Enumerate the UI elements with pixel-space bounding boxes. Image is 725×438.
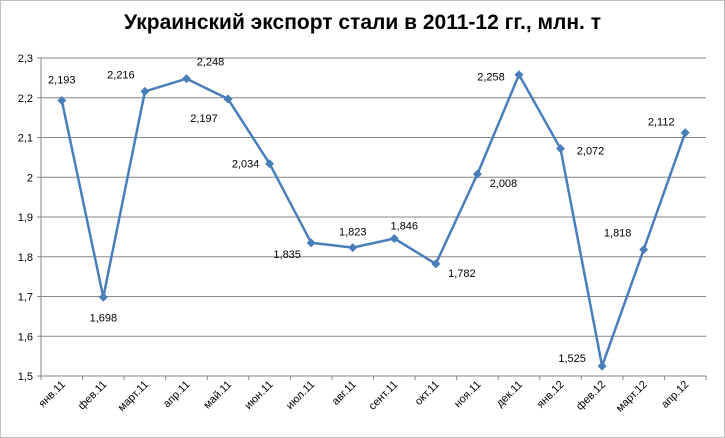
data-label: 2,197 bbox=[190, 113, 218, 125]
data-label: 1,698 bbox=[90, 312, 118, 324]
y-tick-labels: 1,5 1,6 1,7 1,8 1,9 2 2,1 2,2 2,3 bbox=[18, 53, 33, 383]
data-point-marker bbox=[431, 259, 441, 269]
x-tick-label: март.11 bbox=[116, 379, 151, 414]
data-point-marker bbox=[389, 233, 399, 243]
data-label: 2,008 bbox=[490, 178, 518, 190]
data-point-marker bbox=[265, 159, 275, 169]
gridlines bbox=[41, 57, 706, 337]
data-point-marker bbox=[514, 70, 524, 80]
data-label: 2,193 bbox=[48, 75, 76, 87]
data-point-marker bbox=[680, 128, 690, 138]
x-tick-label: ноя.11 bbox=[452, 379, 484, 411]
data-label: 1,818 bbox=[604, 228, 632, 240]
data-label: 2,248 bbox=[197, 57, 225, 69]
data-label: 2,072 bbox=[577, 146, 605, 158]
y-tick-label: 2,3 bbox=[18, 53, 33, 65]
x-tick-label: фев.11 bbox=[76, 379, 110, 413]
axes bbox=[37, 57, 707, 380]
data-point-marker bbox=[57, 96, 67, 106]
x-tick-label: авг.11 bbox=[330, 379, 359, 408]
y-tick-label: 1,8 bbox=[18, 252, 33, 264]
x-tick-label: янв.12 bbox=[535, 379, 567, 411]
data-point-marker bbox=[639, 245, 649, 255]
data-label: 2,216 bbox=[107, 69, 135, 81]
x-tick-label: июл.11 bbox=[284, 379, 317, 412]
data-point-marker bbox=[98, 292, 108, 302]
x-tick-label: март.12 bbox=[614, 379, 650, 415]
y-tick-label: 2 bbox=[27, 172, 33, 184]
x-tick-label: янв.11 bbox=[37, 379, 68, 410]
x-tick-label: фев.12 bbox=[574, 379, 608, 413]
data-point-marker bbox=[140, 86, 150, 96]
x-tick-label: сент.11 bbox=[366, 379, 400, 413]
data-label: 1,525 bbox=[558, 353, 586, 365]
y-tick-label: 2,2 bbox=[18, 93, 33, 105]
data-label: 2,034 bbox=[232, 159, 260, 171]
x-tick-labels: янв.11 фев.11 март.11 апр.11 май.11 июн.11 июл… bbox=[37, 379, 692, 415]
data-label: 1,835 bbox=[273, 249, 301, 261]
data-point-marker bbox=[556, 144, 566, 154]
data-label: 2,258 bbox=[477, 72, 505, 84]
data-labels: 2,193 1,698 2,216 2,248 2,197 2,034 1,835 1,823… bbox=[48, 57, 675, 365]
x-tick-label: апр.12 bbox=[659, 379, 691, 411]
x-tick-label: апр.11 bbox=[161, 379, 193, 411]
y-tick-label: 1,9 bbox=[18, 212, 33, 224]
y-tick-label: 1,6 bbox=[18, 331, 33, 343]
chart-title: Украинский экспорт стали в 2011-12 гг., … bbox=[123, 11, 602, 34]
data-label: 1,823 bbox=[339, 227, 367, 239]
x-tick-label: окт.11 bbox=[413, 379, 442, 408]
y-tick-label: 1,5 bbox=[18, 371, 33, 383]
data-point-marker bbox=[472, 169, 482, 179]
data-label: 1,782 bbox=[448, 268, 476, 280]
x-tick-label: май.11 bbox=[201, 379, 234, 412]
data-point-marker bbox=[597, 361, 607, 371]
x-tick-label: июн.11 bbox=[243, 379, 276, 412]
x-tick-label: дек.11 bbox=[494, 379, 525, 410]
series-layer bbox=[57, 70, 690, 371]
y-tick-label: 2,1 bbox=[18, 133, 33, 145]
data-point-marker bbox=[223, 94, 233, 104]
data-label: 1,846 bbox=[391, 220, 419, 232]
data-point-marker bbox=[348, 243, 358, 253]
data-point-marker bbox=[181, 74, 191, 84]
data-label: 2,112 bbox=[648, 117, 675, 129]
data-point-marker bbox=[306, 238, 316, 248]
series-line bbox=[60, 73, 687, 368]
y-tick-label: 1,7 bbox=[18, 292, 33, 304]
